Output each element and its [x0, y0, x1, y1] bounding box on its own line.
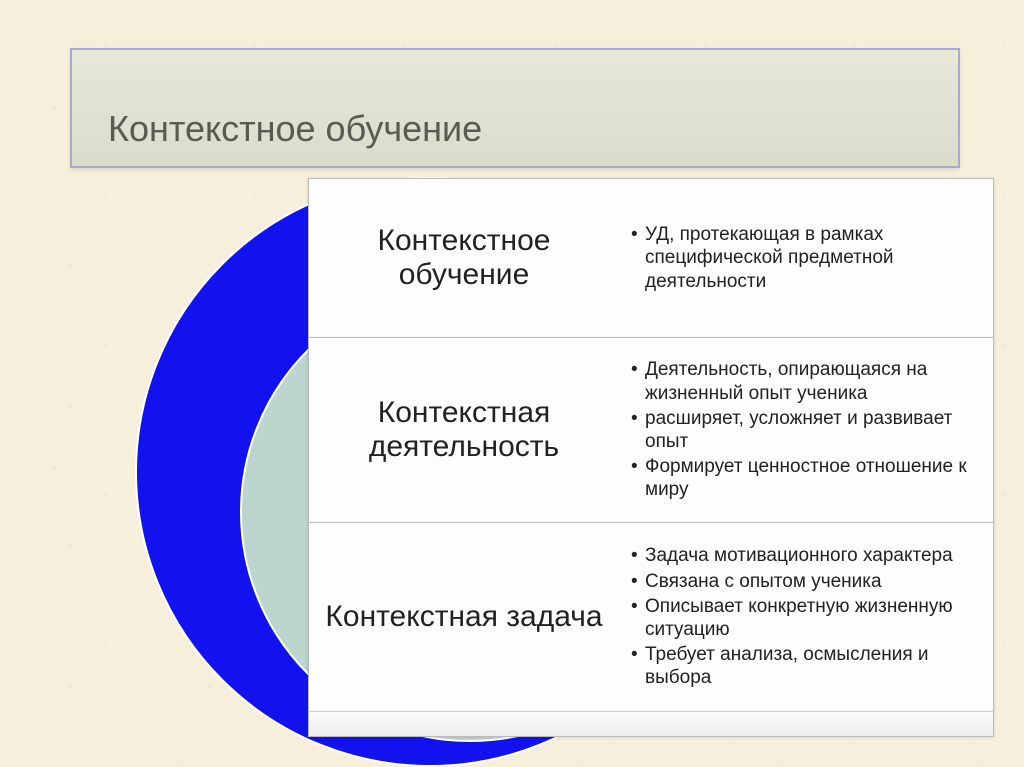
table-row: Контекстная деятельность Деятельность, о… — [308, 337, 994, 523]
bullet-item: Задача мотивационного характера — [627, 544, 979, 567]
row-label: Контекстное обучение — [309, 179, 619, 337]
row-label: Контекстная деятельность — [309, 338, 619, 522]
diagram-region: Контекстное обучение УД, протекающая в р… — [0, 172, 1024, 767]
bullet-item: Описывает конкретную жизненную ситуацию — [627, 595, 979, 641]
row-bullets: УД, протекающая в рамках специфической п… — [619, 179, 993, 337]
bullet-item: расширяет, усложняет и развивает опыт — [627, 407, 979, 453]
bullet-item: Связана с опытом ученика — [627, 570, 979, 593]
table-row: Контекстное обучение УД, протекающая в р… — [308, 178, 994, 338]
table-footer-strip — [308, 711, 994, 737]
bullet-item: Требует анализа, осмысления и выбора — [627, 643, 979, 689]
table-row: Контекстная задача Задача мотивационного… — [308, 522, 994, 712]
bullet-item: Деятельность, опирающаяся на жизненный о… — [627, 358, 979, 404]
concept-table: Контекстное обучение УД, протекающая в р… — [308, 178, 994, 737]
title-block: Контекстное обучение — [70, 48, 960, 168]
slide-title: Контекстное обучение — [108, 108, 482, 150]
row-label: Контекстная задача — [309, 523, 619, 711]
row-bullets: Деятельность, опирающаяся на жизненный о… — [619, 338, 993, 522]
bullet-item: УД, протекающая в рамках специфической п… — [627, 223, 979, 293]
row-bullets: Задача мотивационного характера Связана … — [619, 523, 993, 711]
bullet-item: Формирует ценностное отношение к миру — [627, 455, 979, 501]
